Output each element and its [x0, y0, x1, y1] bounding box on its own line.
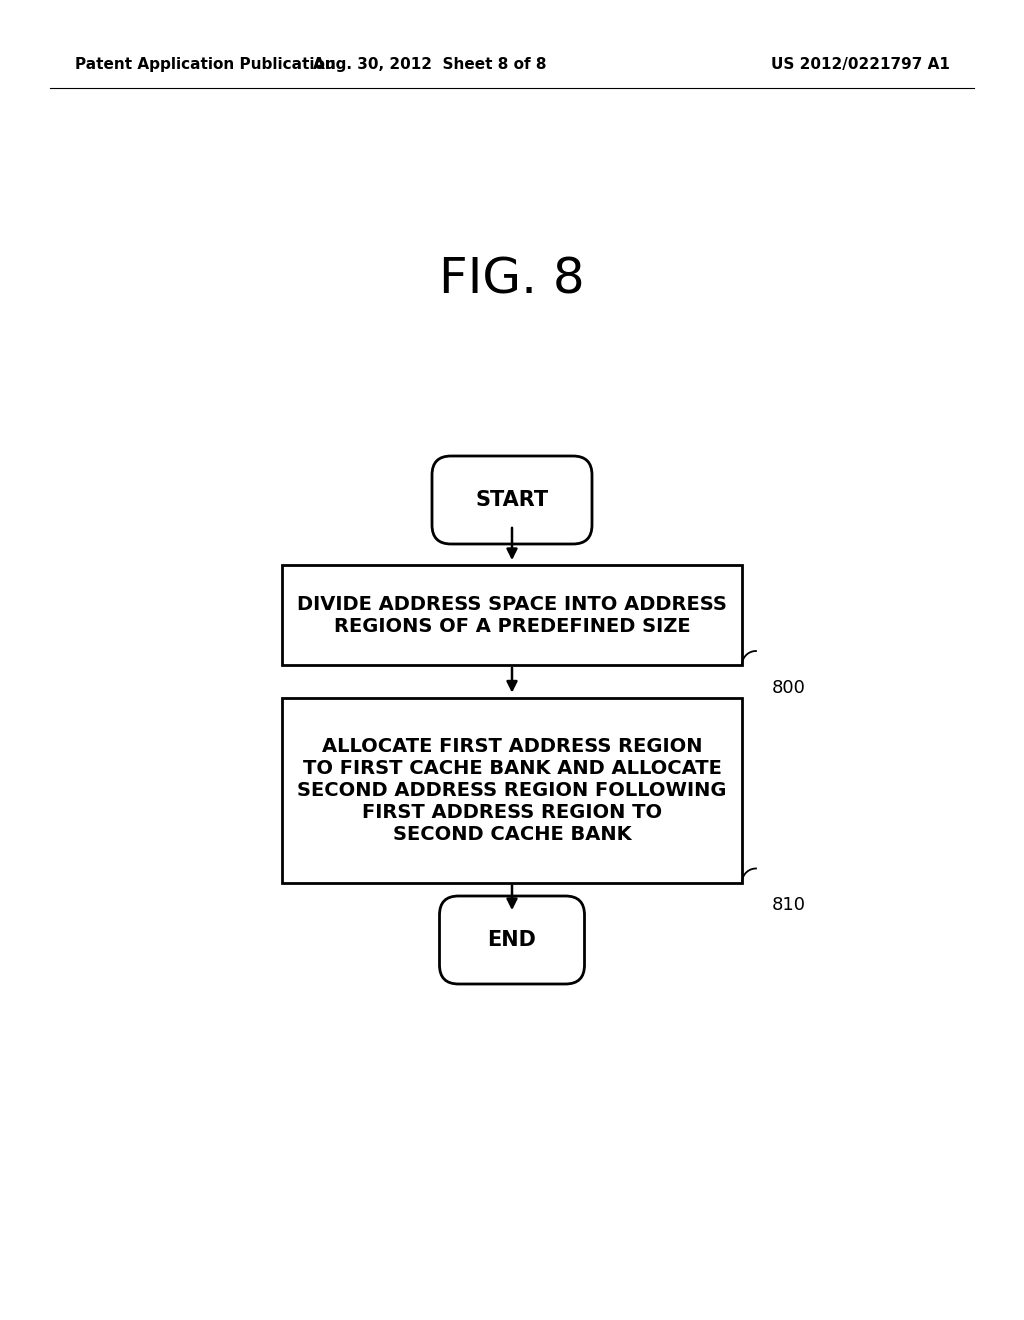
Bar	[282, 565, 742, 665]
FancyBboxPatch shape	[432, 455, 592, 544]
Text: ALLOCATE FIRST ADDRESS REGION
TO FIRST CACHE BANK AND ALLOCATE
SECOND ADDRESS RE: ALLOCATE FIRST ADDRESS REGION TO FIRST C…	[297, 737, 727, 843]
Text: US 2012/0221797 A1: US 2012/0221797 A1	[771, 58, 950, 73]
Text: START: START	[475, 490, 549, 510]
Text: 800: 800	[772, 678, 806, 697]
Text: DIVIDE ADDRESS SPACE INTO ADDRESS
REGIONS OF A PREDEFINED SIZE: DIVIDE ADDRESS SPACE INTO ADDRESS REGION…	[297, 594, 727, 635]
Bar	[282, 697, 742, 883]
Text: FIG. 8: FIG. 8	[439, 256, 585, 304]
Text: 810: 810	[772, 896, 806, 915]
Text: Patent Application Publication: Patent Application Publication	[75, 58, 336, 73]
FancyBboxPatch shape	[439, 896, 585, 983]
Text: END: END	[487, 931, 537, 950]
Text: Aug. 30, 2012  Sheet 8 of 8: Aug. 30, 2012 Sheet 8 of 8	[313, 58, 547, 73]
